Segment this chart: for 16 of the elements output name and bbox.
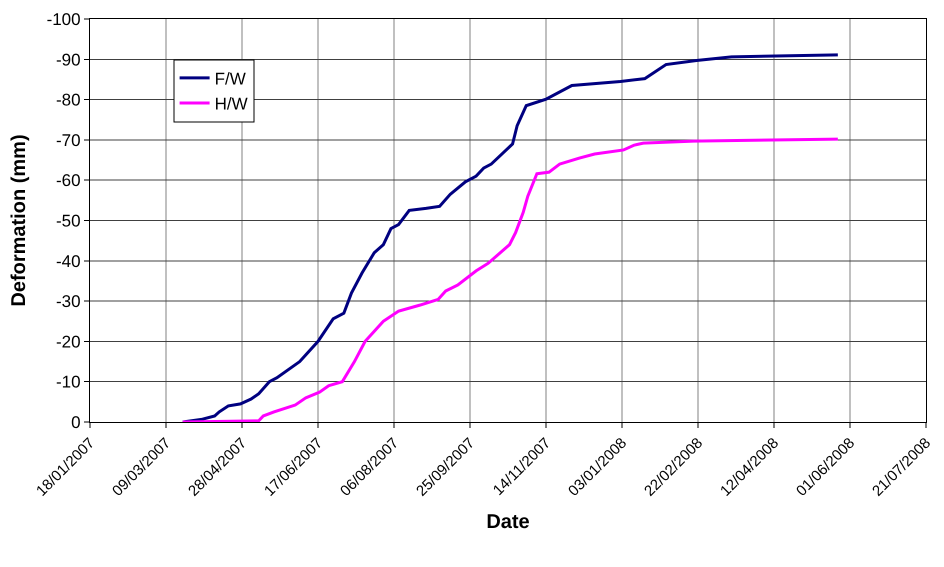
y-tick-label: -70	[56, 130, 81, 150]
legend-label: F/W	[214, 69, 246, 88]
y-tick-label: -10	[56, 372, 81, 392]
y-tick-label: -80	[56, 90, 81, 110]
y-axis-title: Deformation (mm)	[8, 134, 30, 307]
y-tick-label: -50	[56, 211, 81, 230]
legend-label: H/W	[214, 94, 248, 114]
x-axis-title: Date	[486, 511, 530, 534]
y-tick-label: -100	[46, 10, 81, 29]
y-tick-label: -20	[56, 332, 81, 352]
y-tick-label: -40	[56, 252, 81, 271]
y-tick-label: -60	[56, 171, 81, 190]
line-series	[181, 138, 840, 422]
y-tick-label: -30	[56, 292, 81, 312]
y-tick-label: 0	[71, 412, 81, 432]
y-tick-label: -90	[56, 50, 81, 70]
